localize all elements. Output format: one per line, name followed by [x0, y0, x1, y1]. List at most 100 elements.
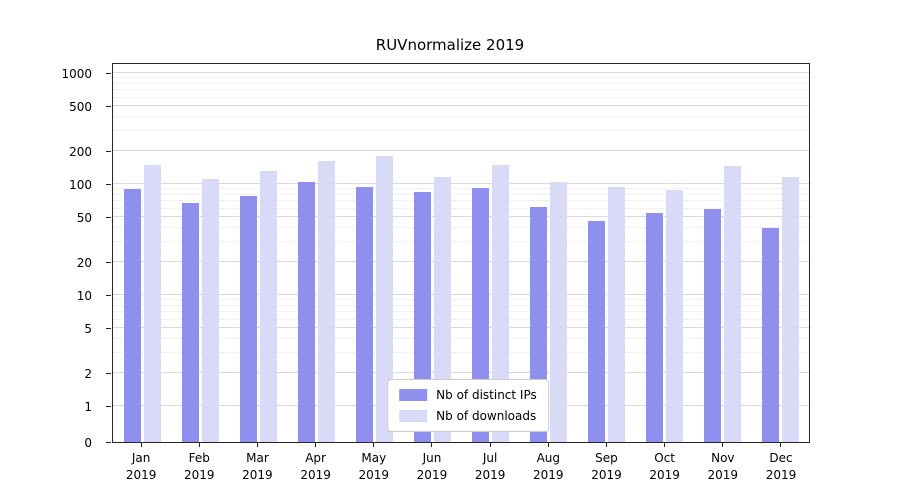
gridline-major: [113, 260, 809, 262]
x-tick-label: Sep 2019: [591, 451, 622, 483]
bar-group: [577, 64, 635, 442]
bar: [143, 164, 161, 442]
y-tick-mark: [106, 184, 111, 185]
gridline-minor: [113, 318, 809, 320]
y-tick-label: 1000: [61, 67, 92, 81]
y-tick-mark: [106, 372, 111, 374]
gridline-minor: [113, 96, 809, 98]
bar: [549, 181, 567, 442]
gridline-major: [113, 183, 809, 184]
x-tick-label: Aug 2019: [533, 451, 564, 483]
x-tick: Nov 2019: [694, 443, 752, 485]
bar: [201, 179, 219, 442]
y-tick-label: 5: [84, 322, 92, 337]
bar: [723, 166, 741, 442]
bar: [123, 189, 141, 442]
bar: [471, 187, 489, 442]
bar-group: [751, 64, 809, 442]
gridline-minor: [113, 82, 809, 84]
y-tick-label: 100: [69, 178, 92, 192]
x-tick-mark: [315, 443, 317, 447]
x-tick: Mar 2019: [228, 443, 286, 485]
y-tick-label: 10: [76, 289, 92, 303]
x-tick-mark: [489, 443, 491, 447]
y-tick-mark: [106, 406, 111, 407]
x-tick-label: Jul 2019: [474, 451, 506, 483]
legend-label-distinct-ips: Nb of distinct IPs: [436, 388, 537, 402]
gridline-minor: [113, 77, 809, 79]
x-tick: Jul 2019: [461, 443, 519, 485]
y-tick-label: 50: [76, 211, 92, 226]
bar: [491, 164, 509, 442]
bar: [781, 177, 799, 442]
x-tick: Sep 2019: [577, 443, 635, 485]
gridline-minor: [113, 116, 809, 118]
x-tick: Jun 2019: [403, 443, 461, 485]
bar: [587, 221, 605, 442]
x-tick: Dec 2019: [752, 443, 810, 485]
bar: [433, 177, 451, 442]
x-tick-label: Nov 2019: [707, 451, 739, 483]
bars: [113, 64, 809, 442]
bar: [665, 190, 683, 442]
y-tick-label: 20: [76, 255, 92, 270]
gridline-minor: [113, 188, 809, 190]
y-tick-label: 2: [84, 366, 92, 381]
gridline-minor: [113, 193, 809, 195]
x-tick: Oct 2019: [636, 443, 694, 485]
x-tick-label: Dec 2019: [765, 451, 797, 483]
bar: [317, 161, 335, 442]
x-tick-mark: [140, 443, 142, 447]
x-tick-label: Feb 2019: [183, 451, 215, 483]
gridline-major: [113, 294, 809, 295]
x-tick-label: Oct 2019: [649, 451, 680, 483]
x-tick-mark: [722, 443, 724, 447]
bar: [703, 208, 721, 442]
gridline-minor: [113, 89, 809, 91]
x-tick-mark: [664, 443, 666, 447]
legend-swatch-downloads: [399, 410, 428, 422]
x-tick-label: Jun 2019: [416, 451, 448, 483]
gridline-major: [113, 105, 809, 107]
y-tick-mark: [106, 217, 111, 219]
bar-group: [461, 64, 519, 442]
bar-group: [229, 64, 287, 442]
legend-item-distinct-ips: Nb of distinct IPs: [399, 388, 537, 402]
x-tick-label: Mar 2019: [242, 451, 273, 483]
x-tick-label: Jan 2019: [125, 451, 157, 483]
bar: [607, 186, 625, 442]
gridline-minor: [113, 130, 809, 131]
gridline-major: [113, 327, 809, 329]
y-tick-mark: [106, 295, 111, 296]
gridline-major: [113, 149, 809, 151]
bar-group: [171, 64, 229, 442]
bar: [297, 181, 315, 442]
gridline-minor: [113, 338, 809, 340]
gridline-minor: [113, 227, 809, 229]
bar: [259, 171, 277, 442]
bar-group: [693, 64, 751, 442]
bar: [645, 212, 663, 442]
y-axis: 0 1 2 5 10 20 50 100 200 500 1000: [0, 63, 112, 449]
x-tick-mark: [256, 443, 258, 447]
x-tick-mark: [547, 443, 549, 447]
y-tick-mark: [106, 442, 111, 443]
x-tick-mark: [605, 443, 607, 447]
y-tick-mark: [106, 328, 111, 330]
bar: [239, 196, 257, 442]
chart-title: RUVnormalize 2019: [375, 36, 525, 54]
gridline-minor: [113, 200, 809, 202]
bar-group: [635, 64, 693, 442]
y-tick-mark: [106, 261, 111, 263]
legend-swatch-distinct-ips: [399, 389, 428, 401]
x-tick-mark: [780, 443, 782, 447]
legend-label-downloads: Nb of downloads: [436, 409, 537, 423]
y-tick-label: 200: [69, 144, 92, 159]
bar: [375, 155, 393, 442]
plot-area: Nb of distinct IPs Nb of downloads: [112, 63, 810, 443]
gridline-minor: [113, 352, 809, 353]
x-tick-mark: [198, 443, 200, 447]
gridline-major: [113, 72, 809, 73]
bar: [355, 186, 373, 442]
